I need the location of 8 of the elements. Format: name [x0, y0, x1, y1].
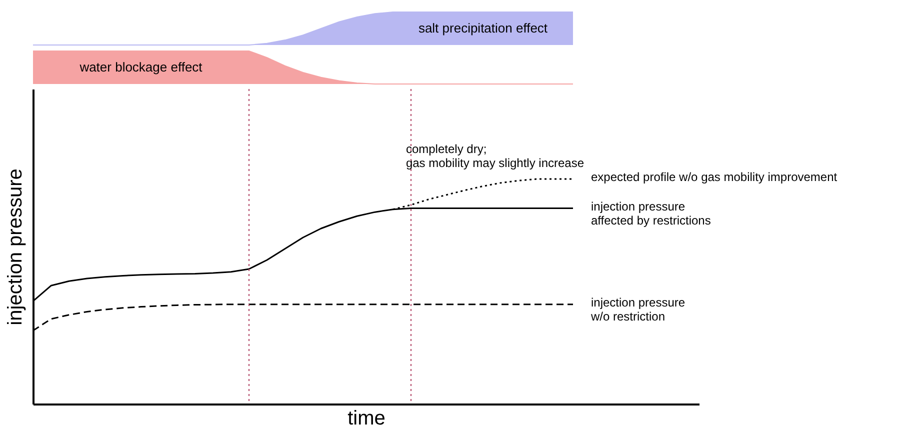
series-label: expected profile w/o gas mobility improvement	[591, 170, 838, 184]
series-label: injection pressure w/o restriction	[590, 295, 686, 324]
series-label: water blockage effect	[78, 60, 203, 74]
series-label: salt precipitation effect	[418, 20, 548, 36]
series-label: injection pressure affected by restrictions	[591, 199, 711, 228]
x-axis-title: time	[348, 408, 386, 430]
y-axis-title: injection pressure	[4, 168, 26, 326]
text: completely dry; gas mobility may slightly increase	[406, 142, 584, 170]
